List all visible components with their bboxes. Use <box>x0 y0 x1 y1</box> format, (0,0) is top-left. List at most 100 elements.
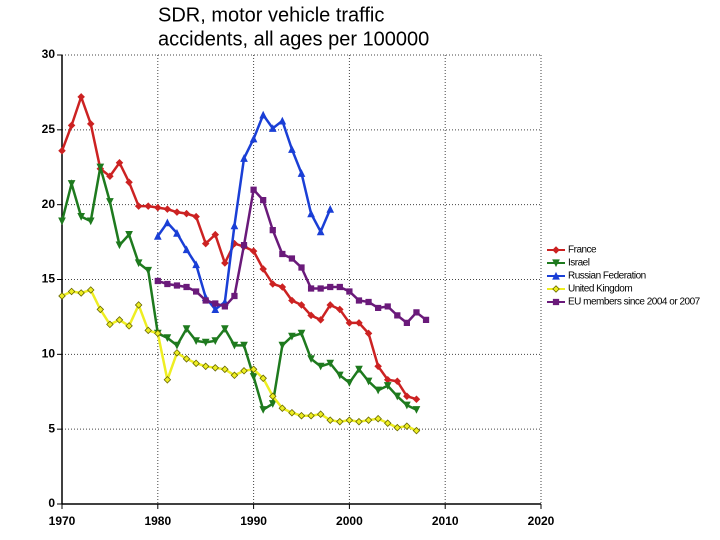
marker <box>96 305 105 314</box>
marker <box>422 316 430 324</box>
marker <box>240 341 248 350</box>
y-tick-label: 20 <box>42 197 56 211</box>
marker <box>115 241 124 250</box>
marker <box>345 319 354 327</box>
marker <box>345 416 354 424</box>
legend-label: United Kingdom <box>568 284 632 295</box>
y-tick-label: 15 <box>42 272 56 286</box>
marker <box>211 364 220 372</box>
legend-label: France <box>568 245 597 256</box>
marker <box>288 255 296 262</box>
x-tick-label: 1970 <box>49 514 76 528</box>
marker <box>67 287 76 296</box>
marker <box>268 392 277 401</box>
marker <box>144 326 152 335</box>
marker <box>192 359 200 368</box>
marker <box>403 392 411 401</box>
marker <box>249 373 258 381</box>
chart-title: accidents, all ages per 100000 <box>158 28 429 50</box>
marker <box>297 411 306 420</box>
marker <box>412 406 421 414</box>
marker <box>384 303 391 310</box>
marker <box>288 408 296 417</box>
marker <box>115 316 124 324</box>
marker <box>201 239 210 248</box>
marker <box>412 426 421 435</box>
marker <box>412 395 421 403</box>
marker <box>212 300 219 307</box>
marker <box>58 217 66 226</box>
marker <box>355 319 363 327</box>
marker <box>86 217 95 226</box>
legend-marker <box>552 246 560 254</box>
marker <box>375 304 382 312</box>
marker <box>58 292 66 300</box>
marker <box>298 264 305 271</box>
marker <box>221 259 229 267</box>
marker <box>115 158 124 167</box>
marker <box>154 203 162 212</box>
marker <box>317 285 324 292</box>
marker <box>67 121 76 130</box>
marker <box>163 334 172 342</box>
marker <box>173 349 181 357</box>
marker <box>125 231 133 239</box>
y-tick-label: 30 <box>42 47 56 61</box>
marker <box>260 197 267 204</box>
marker <box>364 377 373 386</box>
marker <box>211 305 220 314</box>
marker <box>269 226 276 234</box>
marker <box>106 198 114 206</box>
marker <box>279 250 286 258</box>
marker <box>230 371 239 380</box>
marker <box>316 316 325 324</box>
x-tick-label: 2020 <box>528 514 555 528</box>
marker <box>134 301 143 309</box>
marker <box>259 406 268 414</box>
marker <box>250 186 257 193</box>
marker <box>374 362 382 371</box>
y-tick-label: 5 <box>48 421 55 435</box>
marker <box>173 229 181 237</box>
marker <box>327 283 334 291</box>
marker <box>316 410 325 418</box>
legend-marker <box>552 259 560 268</box>
marker <box>96 163 105 172</box>
marker <box>221 303 228 310</box>
chart-title: SDR, motor vehicle traffic <box>158 4 384 26</box>
marker <box>192 212 200 221</box>
marker <box>297 301 306 309</box>
marker <box>231 292 238 300</box>
marker <box>106 172 114 180</box>
marker <box>183 283 190 291</box>
marker <box>240 241 248 249</box>
marker <box>394 312 401 319</box>
marker <box>374 386 382 395</box>
marker <box>278 283 287 291</box>
marker <box>144 202 152 210</box>
x-tick-label: 2010 <box>432 514 459 528</box>
marker <box>106 320 114 329</box>
marker <box>288 332 296 341</box>
marker <box>154 329 162 338</box>
marker <box>374 414 382 423</box>
marker <box>278 341 287 350</box>
marker <box>193 288 200 295</box>
marker <box>86 120 95 128</box>
marker <box>249 365 258 374</box>
marker <box>134 202 143 210</box>
legend-label: Russian Federation <box>568 271 646 282</box>
marker <box>259 265 267 273</box>
marker <box>335 371 344 380</box>
marker <box>240 367 248 375</box>
marker <box>67 180 76 188</box>
marker <box>221 365 229 374</box>
marker <box>125 322 133 330</box>
marker <box>307 311 315 320</box>
marker <box>316 227 325 236</box>
marker <box>211 230 220 239</box>
marker <box>230 221 239 230</box>
marker <box>288 296 296 305</box>
marker <box>316 362 325 371</box>
